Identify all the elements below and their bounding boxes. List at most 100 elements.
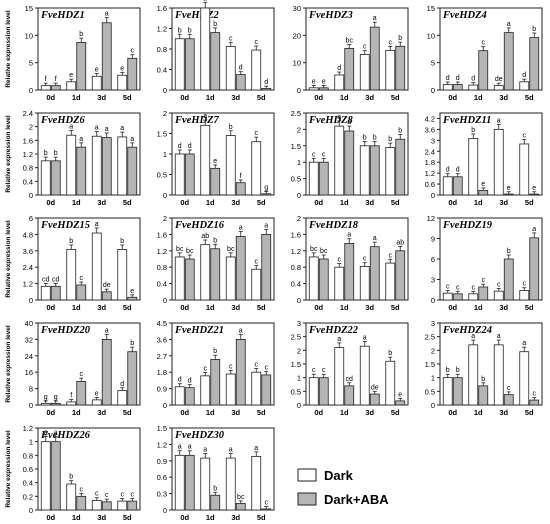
- x-tick-label: 3d: [365, 408, 374, 417]
- y-tick-label: 0: [431, 191, 435, 200]
- bar-dark-aba-0d: [50, 85, 61, 91]
- significance-label: b: [213, 21, 217, 28]
- bar-dark-5d: [385, 147, 396, 196]
- x-tick-label: 3d: [365, 93, 374, 102]
- bar-dark-aba-5d: [395, 138, 406, 196]
- legend-swatch-dark: [297, 468, 317, 482]
- bar-dark-aba-0d: [50, 441, 61, 511]
- x-tick-label: 1d: [206, 93, 215, 102]
- y-tick-label: 2: [297, 125, 301, 134]
- significance-label: c: [229, 35, 233, 42]
- significance-label: c: [456, 284, 460, 291]
- significance-label: ab: [396, 239, 404, 246]
- significance-label: a: [254, 445, 258, 452]
- x-tick-label: 0d: [180, 198, 189, 207]
- x-tick-label: 0d: [46, 93, 55, 102]
- bar-dark-aba-1d: [76, 284, 87, 301]
- significance-label: e: [507, 185, 511, 192]
- significance-label: d: [456, 167, 460, 174]
- y-tick-label: 1.2: [23, 280, 33, 289]
- y-tick-label: 3.6: [157, 335, 167, 344]
- y-tick-label: 4.2: [425, 114, 435, 123]
- bar-dark-aba-1d: [210, 359, 221, 406]
- significance-label: c: [389, 252, 393, 259]
- significance-label: a: [69, 123, 73, 130]
- bar-dark-aba-5d: [529, 399, 540, 406]
- bar-dark-aba-1d: [478, 190, 489, 196]
- bar-dark-3d: [91, 135, 102, 196]
- y-axis-label: Relative expression level: [5, 430, 12, 508]
- significance-label: c: [322, 152, 326, 159]
- x-tick-label: 3d: [97, 408, 106, 417]
- bar-dark-aba-1d: [344, 385, 355, 406]
- y-tick-label: 1.8: [425, 158, 435, 167]
- significance-label: a: [373, 15, 377, 22]
- y-tick-label: 1.5: [291, 360, 301, 369]
- y-tick-label: 0.4: [157, 280, 167, 289]
- bar-dark-aba-0d: [184, 38, 195, 91]
- x-tick-label: 3d: [365, 198, 374, 207]
- significance-label: b: [481, 376, 485, 383]
- x-tick-label: 0d: [448, 408, 457, 417]
- bar-dark-3d: [225, 135, 236, 196]
- y-tick-label: 3: [431, 276, 435, 285]
- bar-dark-5d: [251, 268, 262, 301]
- significance-label: a: [347, 232, 351, 239]
- bar-dark-aba-1d: [210, 248, 221, 301]
- bar-dark-aba-1d: [76, 381, 87, 406]
- x-tick-label: 0d: [180, 303, 189, 312]
- x-tick-label: 3d: [231, 303, 240, 312]
- significance-label: d: [337, 65, 341, 72]
- significance-label: c: [121, 491, 125, 498]
- x-tick-label: 0d: [314, 93, 323, 102]
- bar-dark-5d: [251, 371, 262, 406]
- y-tick-label: 3.6: [23, 247, 33, 256]
- y-tick-label: 0.8: [23, 164, 33, 173]
- significance-label: e: [95, 66, 99, 73]
- y-tick-label: 6: [29, 214, 33, 223]
- bar-dark-5d: [519, 143, 530, 196]
- panel-fvehdz20: 0 8 16 24 32 40 Relative expression level FveHD…: [5, 319, 141, 417]
- bar-dark-aba-3d: [101, 291, 112, 301]
- bar-dark-0d: [40, 85, 51, 91]
- significance-label: a: [239, 327, 243, 334]
- significance-label: a: [95, 221, 99, 228]
- bar-dark-aba-0d: [318, 258, 329, 301]
- panel-title: FveHDZ3: [308, 10, 353, 21]
- significance-label: a: [178, 444, 182, 451]
- bar-dark-1d: [334, 74, 345, 91]
- bar-dark-aba-3d: [369, 145, 380, 196]
- plot-frame: [171, 427, 275, 511]
- panel-fvehdz22: 0 0.5 1 1.5 2 2.5 3 FveHDZ22 0d c c 1d a cd 3d a de 5d b e: [291, 319, 409, 417]
- bar-dark-aba-0d: [452, 377, 463, 406]
- y-tick-label: 5: [29, 59, 33, 68]
- significance-label: bc: [237, 494, 245, 501]
- significance-label: a: [203, 447, 207, 454]
- bar-dark-aba-3d: [503, 258, 514, 301]
- bar-dark-aba-1d: [76, 495, 87, 511]
- significance-label: b: [446, 367, 450, 374]
- bar-dark-1d: [66, 249, 77, 301]
- bar-dark-1d: [66, 401, 77, 406]
- y-tick-label: 1: [29, 438, 33, 447]
- significance-label: c: [523, 281, 527, 288]
- significance-label: d: [471, 76, 475, 83]
- plot-frame: [305, 112, 409, 196]
- bar-dark-5d: [251, 456, 262, 511]
- x-tick-label: 3d: [97, 513, 106, 522]
- bar-dark-aba-1d: [344, 48, 355, 91]
- x-tick-label: 1d: [474, 408, 483, 417]
- significance-label: e: [398, 391, 402, 398]
- plot-frame: [37, 7, 141, 91]
- bar-dark-aba-0d: [184, 387, 195, 406]
- panel-fvehdz2: 00.40.81.21.6FveHDZ20dbb1dab3dcd5dcd: [157, 0, 275, 102]
- y-tick-label: 3.6: [425, 125, 435, 134]
- bar-dark-0d: [40, 441, 51, 511]
- bar-dark-3d: [91, 75, 102, 91]
- x-tick-label: 3d: [499, 303, 508, 312]
- y-tick-label: 1.6: [157, 230, 167, 239]
- x-tick-label: 0d: [180, 513, 189, 522]
- y-tick-label: 1.2: [23, 150, 33, 159]
